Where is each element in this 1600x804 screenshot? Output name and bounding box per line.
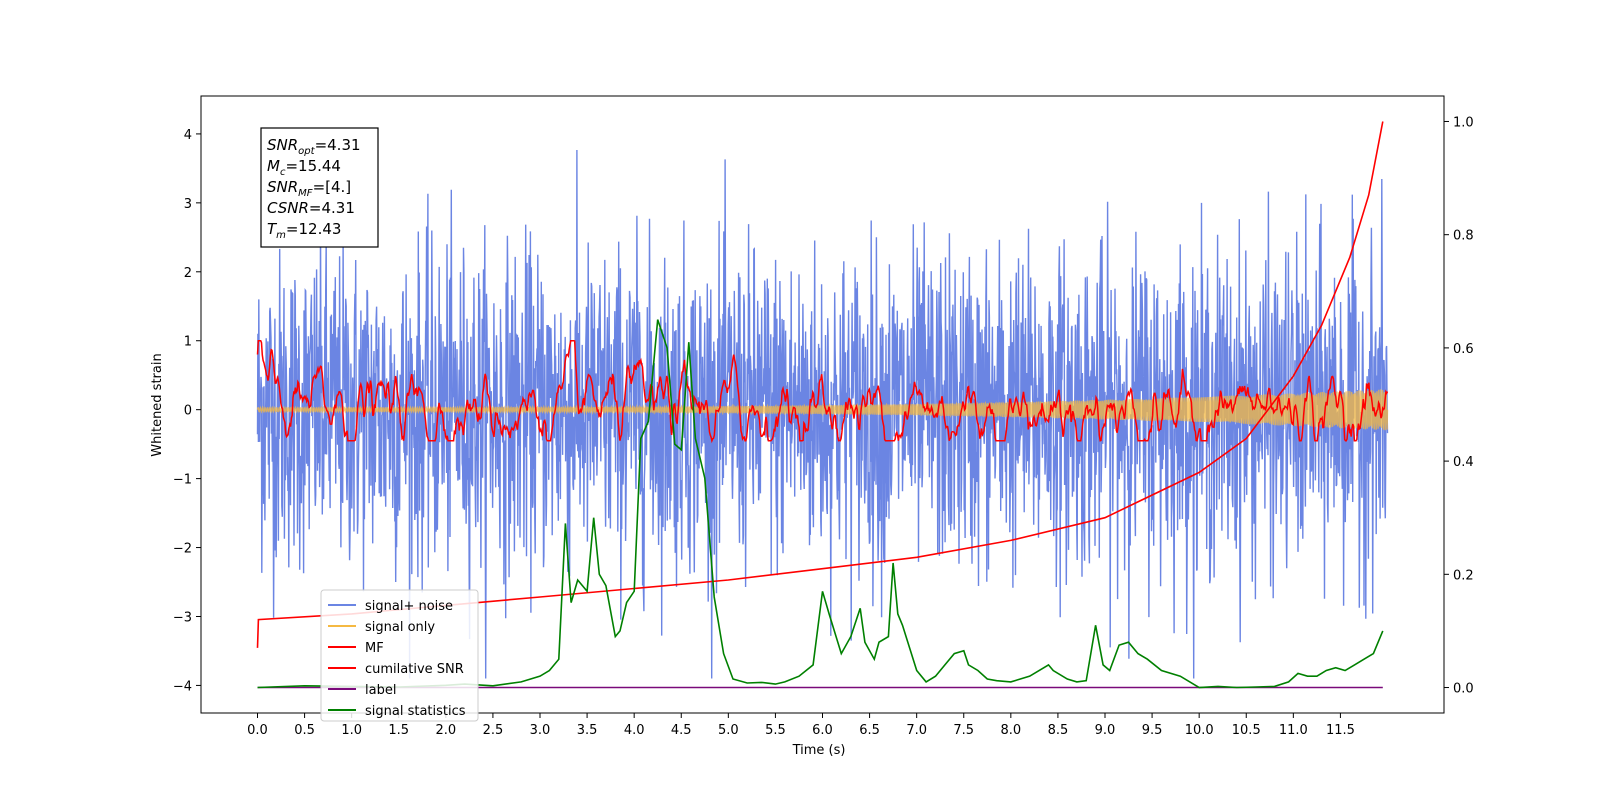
- y-tick-label: 4: [184, 128, 192, 143]
- y-tick-label: −1: [173, 473, 192, 488]
- x-tick-label: 1.5: [388, 723, 409, 738]
- x-tick-label: 5.0: [718, 723, 739, 738]
- legend-label: label: [365, 683, 396, 698]
- stats-box-frame: [260, 127, 379, 248]
- mf-line: [256, 339, 1389, 444]
- x-tick-label: 6.0: [812, 723, 833, 738]
- y-tick-label: 2: [184, 266, 192, 281]
- y-tick-label: −2: [173, 542, 192, 557]
- y-tick-label: −4: [173, 679, 192, 694]
- legend: signal+ noise signal only MF cumilative SNR…: [320, 589, 479, 722]
- signal-statistics-line: [257, 319, 1384, 689]
- signal-noise-line: [256, 149, 1389, 679]
- x-tick-label: 11.5: [1326, 723, 1355, 738]
- y-tick-label: 0: [184, 404, 192, 419]
- y2-tick-label: 0.4: [1453, 455, 1474, 470]
- x-tick-label: 4.5: [671, 723, 692, 738]
- y2-tick-label: 0.0: [1453, 682, 1474, 697]
- x-axis: 0.0 0.5 1.0 1.5 2.0 2.5 3.0 3.5 4.0 4.5 5.0 5.5 6.0 6…: [247, 713, 1355, 738]
- legend-label: MF: [365, 641, 384, 656]
- stats-box-line: Tm=12.43: [267, 220, 341, 241]
- x-tick-label: 9.0: [1095, 723, 1116, 738]
- x-tick-label: 5.5: [765, 723, 786, 738]
- y2-tick-label: 1.0: [1453, 115, 1474, 130]
- y-axis-label: Whitened strain: [150, 353, 165, 456]
- y-tick-label: 3: [184, 197, 192, 212]
- x-tick-label: 0.0: [247, 723, 268, 738]
- y-axis-right: 1.0 0.8 0.6 0.4 0.2 0.0: [1444, 115, 1474, 697]
- legend-label: cumilative SNR: [365, 662, 464, 677]
- stats-box-line: SNRMF=[4.]: [267, 178, 351, 199]
- x-tick-label: 8.5: [1048, 723, 1069, 738]
- x-tick-label: 8.0: [1000, 723, 1021, 738]
- stats-box-line: CSNR=4.31: [267, 199, 355, 217]
- x-tick-label: 2.5: [483, 723, 504, 738]
- x-tick-label: 2.0: [435, 723, 456, 738]
- y2-tick-label: 0.8: [1453, 229, 1474, 244]
- x-tick-label: 0.5: [294, 723, 315, 738]
- signal-only-line: [256, 389, 1389, 431]
- y-axis-left: 4 3 2 1 0 −1 −2 −3 −4: [173, 128, 201, 694]
- x-tick-label: 1.0: [341, 723, 362, 738]
- x-tick-label: 3.5: [577, 723, 598, 738]
- x-tick-label: 6.5: [859, 723, 880, 738]
- x-tick-label: 11.0: [1279, 723, 1308, 738]
- y-tick-label: 1: [184, 335, 192, 350]
- legend-label: signal+ noise: [365, 599, 453, 614]
- x-tick-label: 10.0: [1185, 723, 1214, 738]
- y-tick-label: −3: [173, 610, 192, 625]
- legend-label: signal statistics: [365, 704, 466, 719]
- x-tick-label: 9.5: [1142, 723, 1163, 738]
- x-tick-label: 10.5: [1232, 723, 1261, 738]
- legend-frame: [320, 589, 479, 722]
- x-tick-label: 7.5: [953, 723, 974, 738]
- x-tick-label: 3.0: [530, 723, 551, 738]
- x-axis-label: Time (s): [792, 743, 846, 758]
- y2-tick-label: 0.2: [1453, 568, 1474, 583]
- stats-box-line: SNRopt=4.31: [267, 136, 361, 157]
- x-tick-label: 4.0: [624, 723, 645, 738]
- y2-tick-label: 0.6: [1453, 342, 1474, 357]
- stats-box-line: Mc=15.44: [267, 157, 341, 178]
- legend-label: signal only: [365, 620, 435, 635]
- x-tick-label: 7.0: [906, 723, 927, 738]
